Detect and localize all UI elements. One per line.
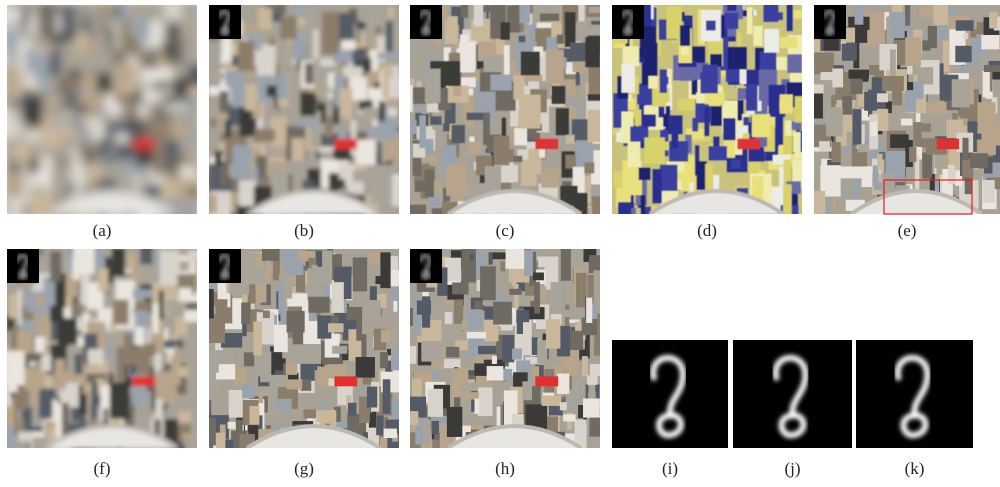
panel [856, 340, 973, 448]
panel [733, 340, 852, 448]
panel-label: (b) [294, 221, 314, 240]
panel [204, 0, 414, 237]
panel-label: (k) [905, 459, 925, 478]
panel-label: (c) [496, 221, 515, 240]
panel [405, 244, 615, 474]
figure: (a) (b) (c) (d) (e) (f) (g) (h) (i) (j) (k) [0, 0, 1000, 487]
panel-label: (i) [662, 459, 678, 478]
panel [607, 0, 815, 241]
panel-label: (g) [294, 459, 314, 478]
panel-label: (f) [94, 459, 111, 478]
panel [612, 340, 728, 448]
image [2, 0, 207, 239]
panel-label: (e) [898, 221, 917, 240]
panel-label: (j) [784, 459, 800, 478]
panel [2, 0, 207, 239]
panel [405, 0, 615, 236]
panel-label: (h) [495, 459, 515, 478]
panel [2, 244, 204, 472]
panel [809, 0, 1000, 240]
panel-label: (d) [697, 221, 717, 240]
panel-label: (a) [93, 221, 112, 240]
panel [204, 244, 412, 471]
